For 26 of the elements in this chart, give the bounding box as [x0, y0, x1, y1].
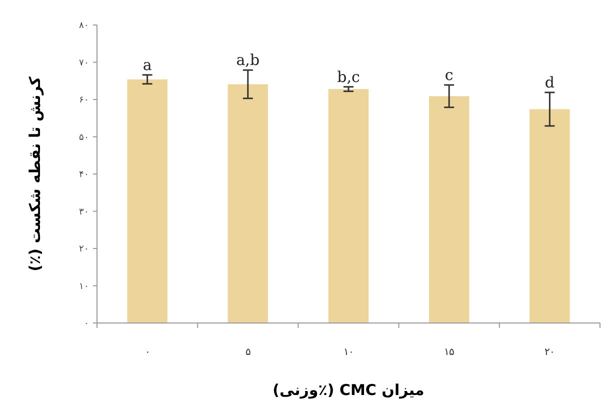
y-tick-label: ۶۰ [79, 96, 89, 106]
bar [530, 109, 570, 323]
y-tick-label: ۱۰ [79, 282, 89, 292]
y-axis-title: کرنش تا نقطه شکست (٪) [26, 76, 44, 272]
x-tick-label: ۵ [245, 347, 250, 358]
annotation: a [142, 56, 152, 74]
x-tick-label: ۱۵ [444, 347, 454, 358]
y-tick-label: ۳۰ [79, 207, 89, 218]
y-tick-label: ۵۰ [79, 132, 89, 143]
y-tick-label: ۰ [84, 319, 89, 329]
bar [127, 79, 168, 323]
x-tick-label: ۰ [144, 347, 150, 358]
x-tick-label: ۱۰ [344, 347, 354, 358]
x-tick-label: ۲۰ [544, 347, 555, 358]
y-tick-label: ۴۰ [79, 170, 89, 180]
y-tick-label: ۷۰ [79, 58, 89, 68]
annotation: a,b [236, 51, 260, 70]
annotation: c [444, 66, 454, 84]
y-tick-label: ۲۰ [79, 244, 89, 254]
annotation: b,c [337, 68, 360, 86]
bar [228, 84, 268, 323]
bar [428, 96, 470, 323]
annotation: d [544, 73, 555, 92]
x-axis-title: میزان CMC (٪وزنی) [272, 381, 424, 399]
y-tick-label: ۸۰ [79, 21, 89, 31]
bar [328, 89, 369, 323]
